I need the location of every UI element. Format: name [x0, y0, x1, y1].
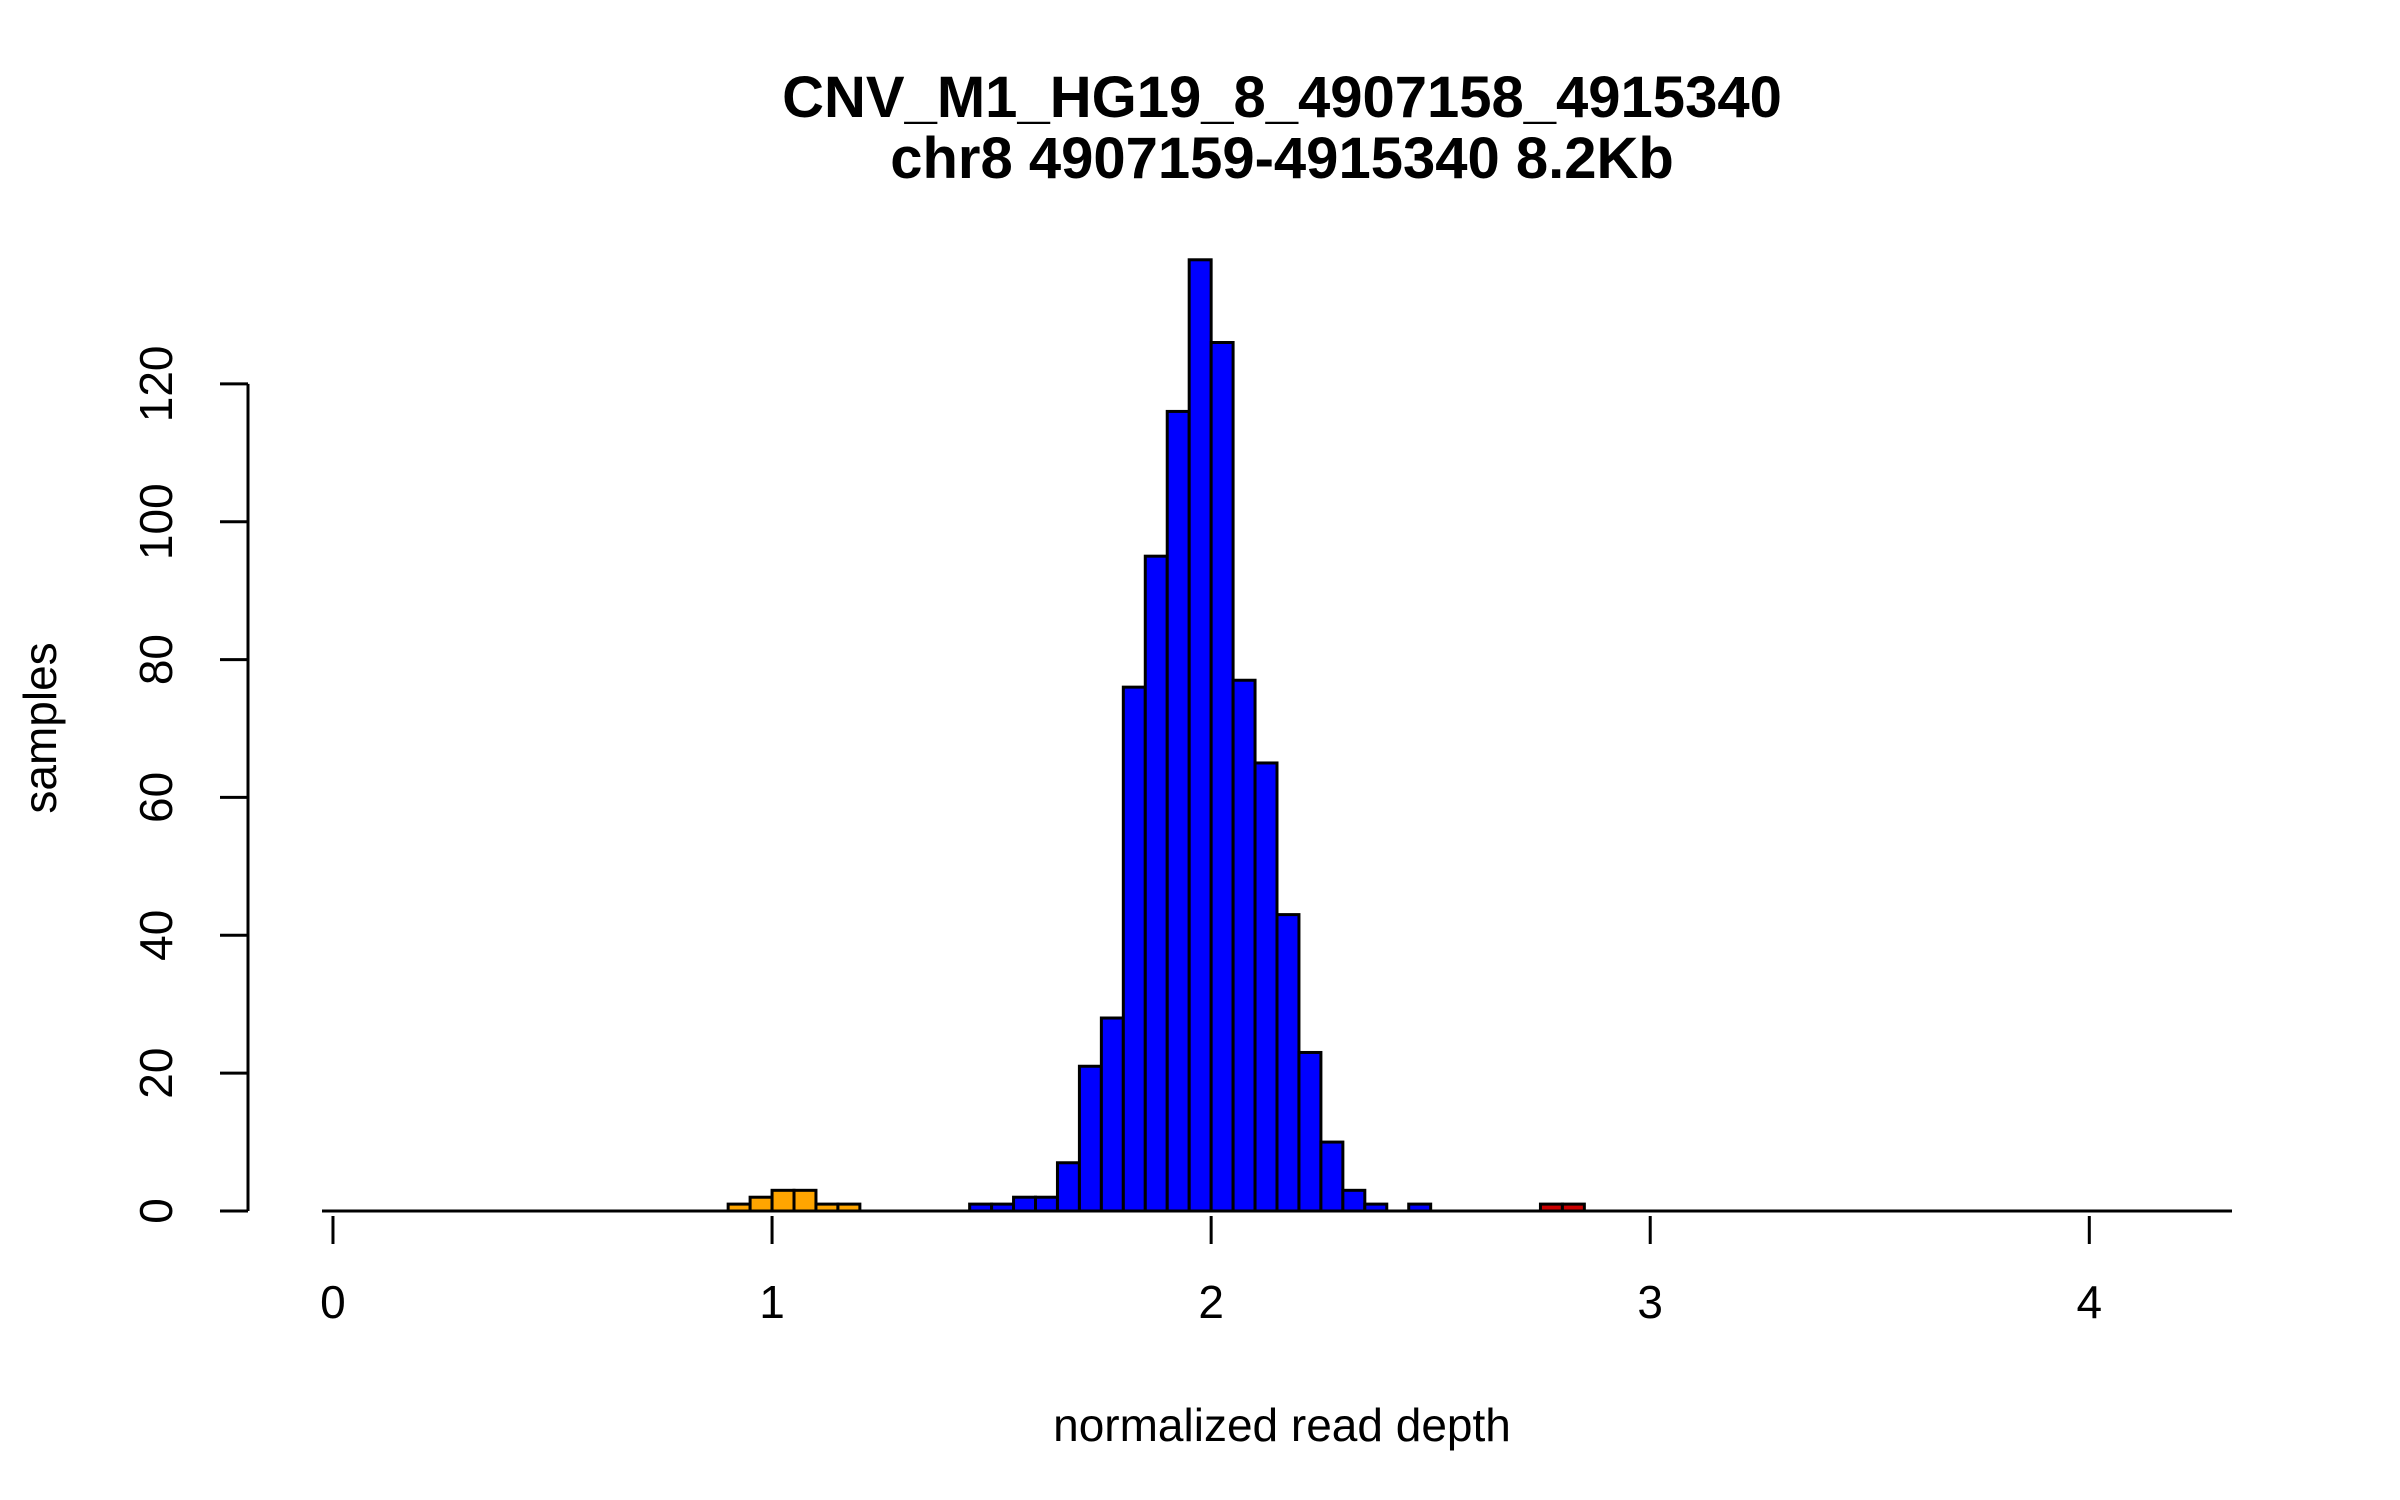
- y-tick-label-80: 80: [130, 634, 182, 685]
- x-tick-label-4: 4: [2077, 1276, 2103, 1328]
- bar-normal-14: [1275, 913, 1301, 1213]
- bar-normal-2: [1012, 1195, 1038, 1213]
- bar-normal-6: [1099, 1016, 1125, 1213]
- bar-normal-8: [1143, 554, 1169, 1213]
- x-tick-label-2: 2: [1198, 1276, 1224, 1328]
- bar-normal-5: [1077, 1064, 1103, 1213]
- x-axis: 0 1 2 3 4: [320, 1216, 2102, 1328]
- bar-normal-4: [1055, 1161, 1081, 1213]
- y-tick-label-0: 0: [130, 1198, 182, 1224]
- bar-normal-3: [1034, 1195, 1059, 1213]
- bar-deletion-2: [748, 1195, 774, 1213]
- y-axis-label: samples: [14, 642, 66, 813]
- bar-normal-11: [1209, 341, 1235, 1213]
- x-tick-label-1: 1: [759, 1276, 785, 1328]
- histogram-bars: [726, 258, 1586, 1213]
- y-axis: 0 20 40 60 80 100 120: [130, 345, 250, 1224]
- bar-normal-15: [1297, 1050, 1323, 1213]
- bar-normal-10: [1187, 258, 1213, 1213]
- bar-normal-16: [1319, 1140, 1345, 1213]
- y-tick-label-60: 60: [130, 772, 182, 823]
- bar-deletion-3: [770, 1188, 796, 1213]
- x-axis-label: normalized read depth: [1053, 1399, 1511, 1451]
- bar-normal-7: [1121, 685, 1147, 1213]
- bar-normal-12: [1231, 678, 1257, 1213]
- bar-deletion-4: [792, 1188, 818, 1213]
- y-tick-label-120: 120: [130, 345, 182, 422]
- bar-normal-13: [1253, 761, 1279, 1213]
- chart-subtitle: chr8 4907159-4915340 8.2Kb: [890, 126, 1674, 191]
- bar-normal-9: [1165, 409, 1191, 1213]
- chart-title: CNV_M1_HG19_8_4907158_4915340: [782, 65, 1782, 130]
- bar-normal-17: [1341, 1188, 1367, 1213]
- x-tick-label-3: 3: [1637, 1276, 1663, 1328]
- y-tick-label-100: 100: [130, 483, 182, 560]
- y-tick-label-20: 20: [130, 1048, 182, 1099]
- y-tick-label-40: 40: [130, 910, 182, 961]
- x-tick-label-0: 0: [320, 1276, 346, 1328]
